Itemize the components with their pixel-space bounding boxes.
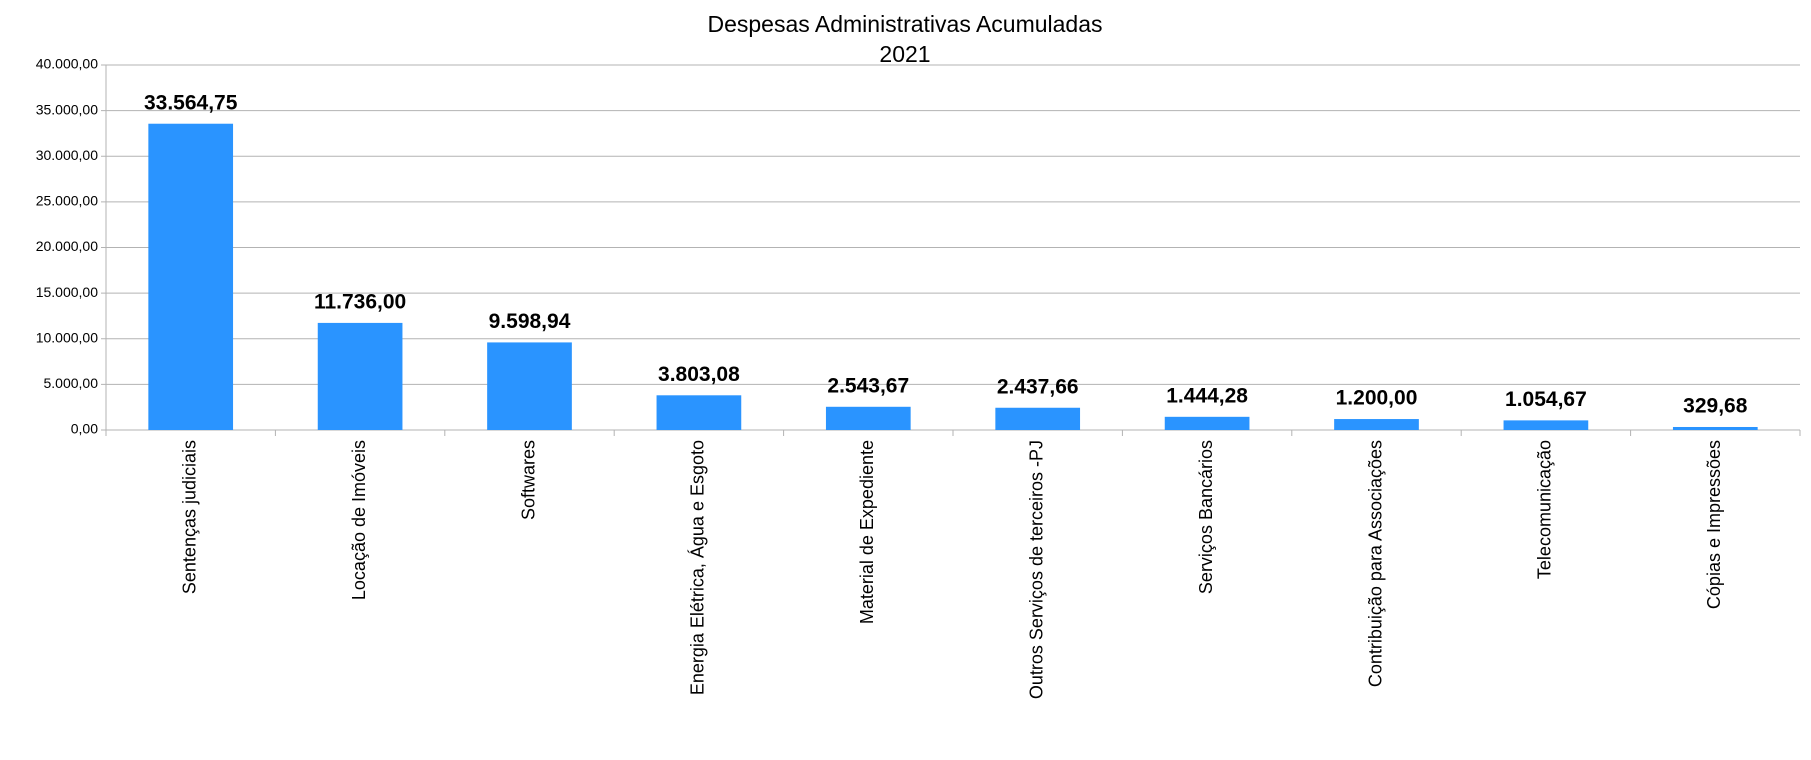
bar: [825, 406, 911, 430]
value-label: 33.564,75: [144, 91, 238, 114]
value-label: 2.543,67: [827, 374, 909, 397]
y-tick-label: 20.000,00: [36, 238, 98, 254]
bar: [148, 123, 234, 431]
value-label: 1.444,28: [1166, 384, 1248, 407]
x-tick-label: Energia Elétrica, Água e Esgoto: [688, 440, 708, 695]
x-tick-label: Sentenças judiciais: [179, 440, 199, 594]
bar: [1672, 426, 1758, 430]
value-label: 11.736,00: [314, 290, 406, 313]
y-tick-label: 40.000,00: [36, 56, 98, 72]
value-label: 3.803,08: [658, 363, 740, 386]
x-tick-label: Material de Expediente: [857, 440, 877, 624]
bar: [656, 395, 742, 430]
bar: [1503, 420, 1589, 430]
value-label: 1.200,00: [1336, 387, 1418, 410]
value-label: 9.598,94: [489, 310, 571, 333]
x-tick-label: Locação de Imóveis: [349, 440, 369, 600]
y-tick-label: 15.000,00: [36, 284, 98, 300]
bar: [317, 322, 403, 430]
bar: [995, 407, 1081, 430]
x-tick-label: Outros Serviços de terceiros -PJ: [1026, 440, 1046, 699]
x-tick-label: Softwares: [518, 440, 538, 520]
y-tick-label: 30.000,00: [36, 147, 98, 163]
y-tick-label: 5.000,00: [44, 375, 99, 391]
y-tick-label: 10.000,00: [36, 329, 98, 345]
value-label: 1.054,67: [1505, 388, 1587, 411]
bar: [1334, 419, 1419, 430]
x-tick-label: Contribuição para Associações: [1365, 440, 1385, 687]
y-tick-label: 25.000,00: [36, 193, 98, 209]
bar: [487, 342, 572, 430]
x-tick-label: Telecomunicação: [1535, 440, 1555, 579]
y-tick-label: 0,00: [71, 421, 98, 437]
value-label: 2.437,66: [997, 375, 1079, 398]
x-tick-label: Cópias e Impressões: [1704, 440, 1724, 609]
y-tick-label: 35.000,00: [36, 101, 98, 117]
x-tick-label: Serviços Bancários: [1196, 440, 1216, 594]
chart-subtitle: 2021: [879, 41, 930, 67]
bar: [1164, 416, 1250, 430]
chart-title: Despesas Administrativas Acumuladas: [707, 11, 1102, 37]
value-label: 329,68: [1683, 395, 1748, 418]
